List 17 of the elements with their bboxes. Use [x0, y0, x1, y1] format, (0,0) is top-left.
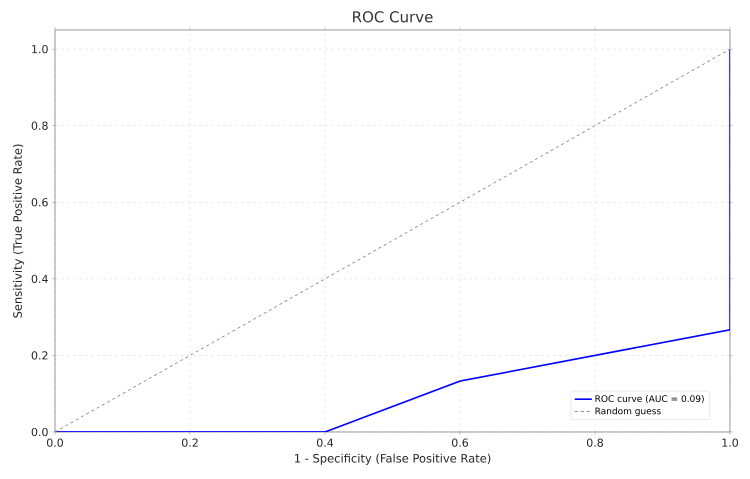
y-axis-title: Sensitivity (True Positive Rate) [12, 144, 24, 318]
x-axis-title: 1 - Specificity (False Positive Rate) [294, 454, 490, 465]
x-tick-label: 1.0 [722, 438, 738, 447]
y-tick-label: 0.0 [32, 428, 48, 436]
legend-label: ROC curve (AUC = 0.09) [596, 395, 704, 404]
x-tick-label: 0.2 [182, 438, 198, 447]
y-tick-label: 0.8 [32, 122, 48, 130]
legend-label: Random guess [596, 407, 661, 416]
chart-title: ROC Curve [353, 11, 433, 22]
x-tick-label: 0.4 [316, 438, 334, 447]
y-tick-label: 0.2 [32, 351, 48, 360]
x-tick-label: 0.6 [452, 438, 468, 447]
y-tick-label: 1.0 [32, 44, 48, 54]
y-tick-label: 0.4 [32, 274, 48, 284]
y-tick-label: 0.6 [32, 198, 48, 206]
x-tick-label: 0.0 [46, 438, 64, 447]
x-tick-label: 0.8 [586, 438, 603, 447]
